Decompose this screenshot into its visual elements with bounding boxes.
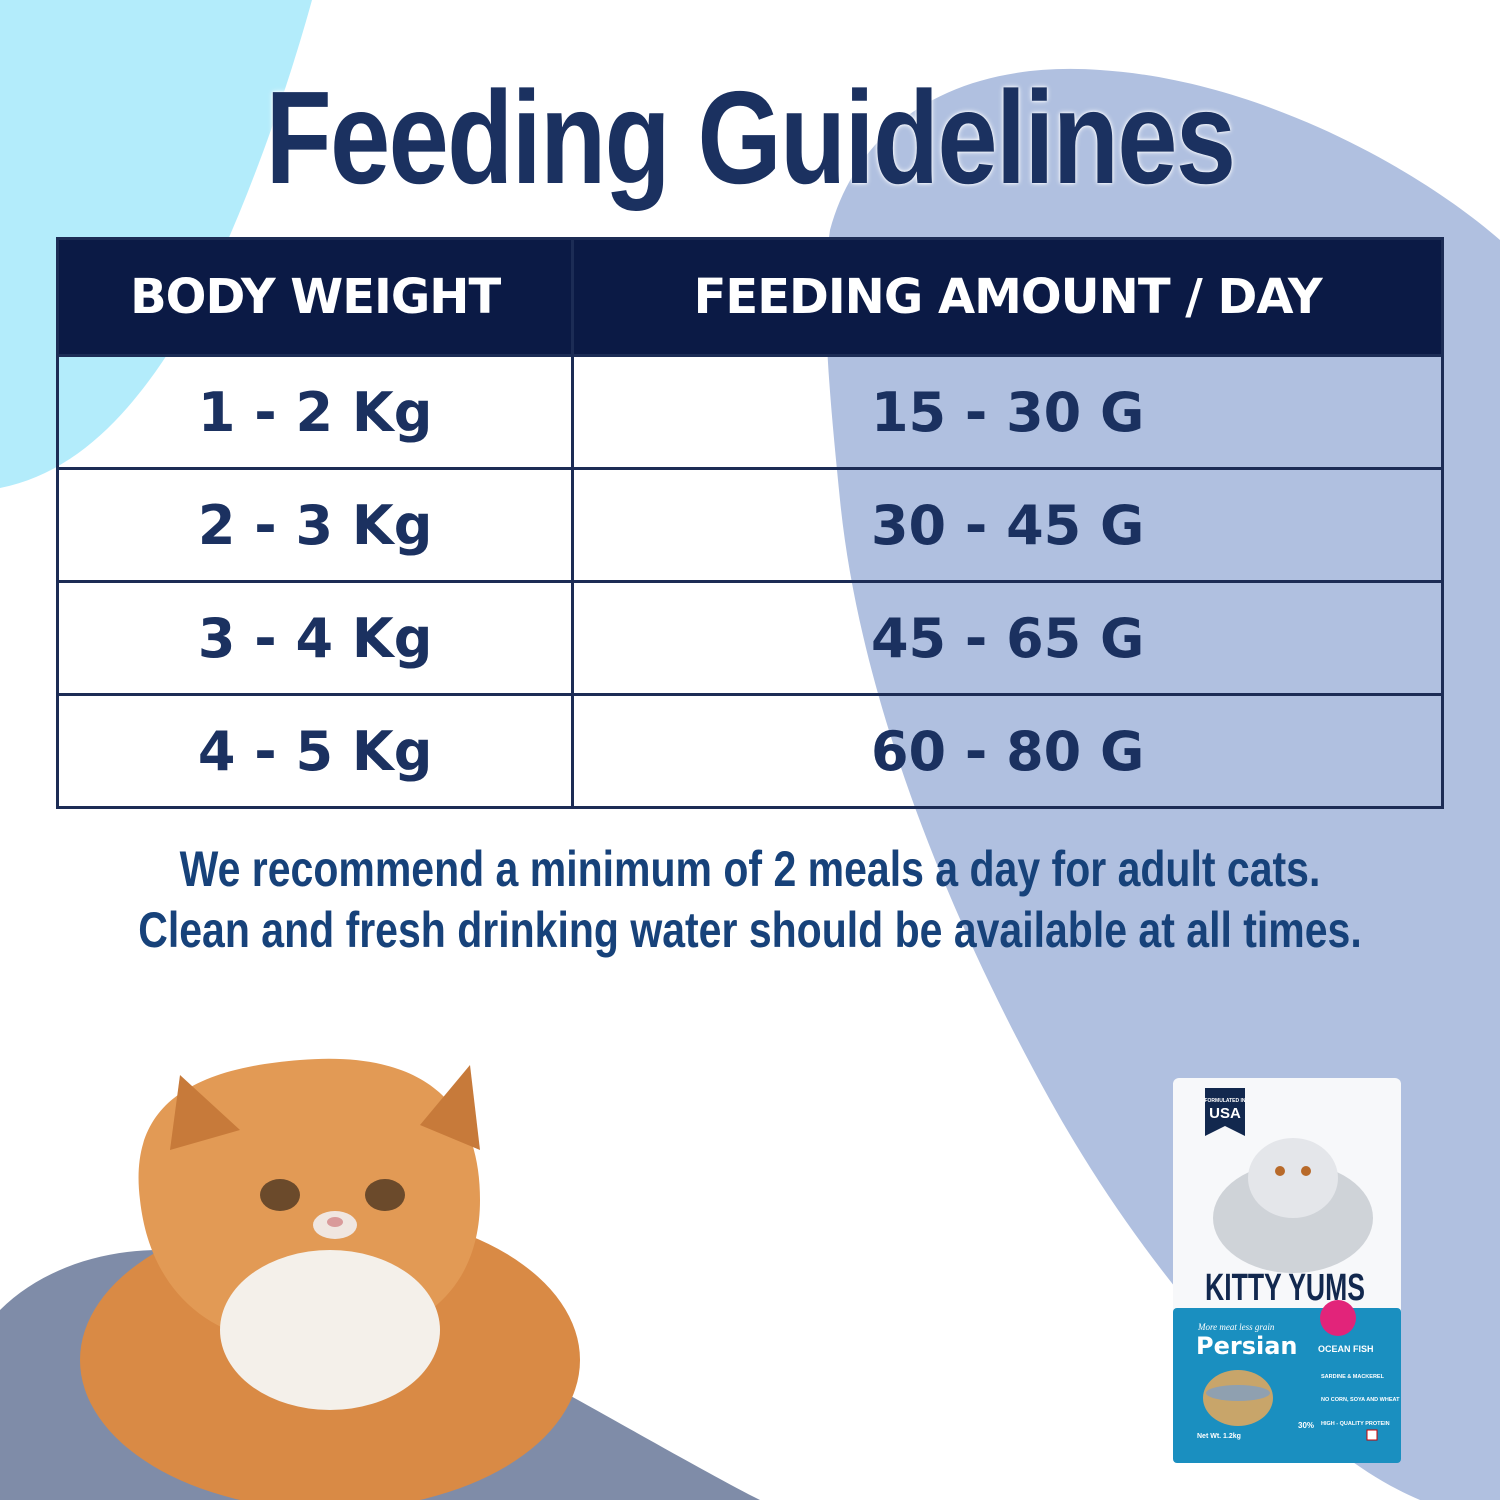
amount-cell: 45 - 65 G <box>571 580 1444 696</box>
table-row: 4 - 5 Kg 60 - 80 G <box>55 693 1444 809</box>
product-bag: FORMULATED IN USA KITTY YUMS More meat l… <box>1173 1078 1401 1463</box>
water-recommendation: Clean and fresh drinking water should be… <box>138 902 1362 958</box>
amount-cell: 30 - 45 G <box>571 467 1444 583</box>
weight-cell: 4 - 5 Kg <box>55 693 575 809</box>
badge-small: FORMULATED IN <box>1204 1098 1245 1104</box>
weight-cell: 1 - 2 Kg <box>55 354 575 470</box>
feeding-table: BODY WEIGHT FEEDING AMOUNT / DAY 1 - 2 K… <box>55 237 1444 809</box>
badge-big: USA <box>1209 1105 1241 1122</box>
feature-1: SARDINE & MACKEREL <box>1321 1374 1385 1380</box>
veg-mark-icon <box>1366 1429 1378 1441</box>
persian-cat-image <box>1213 1138 1373 1273</box>
variant: Persian <box>1196 1332 1298 1360</box>
weight-cell: 3 - 4 Kg <box>55 580 575 696</box>
tagline: More meat less grain <box>1197 1322 1275 1332</box>
table-row: 3 - 4 Kg 45 - 65 G <box>55 580 1444 696</box>
weight-cell: 2 - 3 Kg <box>55 467 575 583</box>
net-weight: Net Wt. 1.2kg <box>1197 1433 1241 1440</box>
feature-3: HIGH - QUALITY PROTEIN <box>1321 1421 1390 1427</box>
page-title: Feeding Guidelines <box>265 64 1236 211</box>
header-body-weight: BODY WEIGHT <box>55 237 575 357</box>
cat-illustration <box>80 1058 580 1500</box>
header-feeding-amount: FEEDING AMOUNT / DAY <box>571 237 1444 357</box>
amount-cell: 15 - 30 G <box>571 354 1444 470</box>
table-row: 1 - 2 Kg 15 - 30 G <box>55 354 1444 470</box>
protein-pct: 30% <box>1298 1421 1314 1430</box>
fish-logo-icon <box>1320 1300 1356 1336</box>
table-header-row: BODY WEIGHT FEEDING AMOUNT / DAY <box>55 237 1444 357</box>
feature-2: NO CORN, SOYA AND WHEAT <box>1321 1397 1400 1403</box>
meal-recommendation: We recommend a minimum of 2 meals a day … <box>179 841 1321 897</box>
amount-cell: 60 - 80 G <box>571 693 1444 809</box>
table-row: 2 - 3 Kg 30 - 45 G <box>55 467 1444 583</box>
flavor: OCEAN FISH <box>1318 1344 1374 1354</box>
